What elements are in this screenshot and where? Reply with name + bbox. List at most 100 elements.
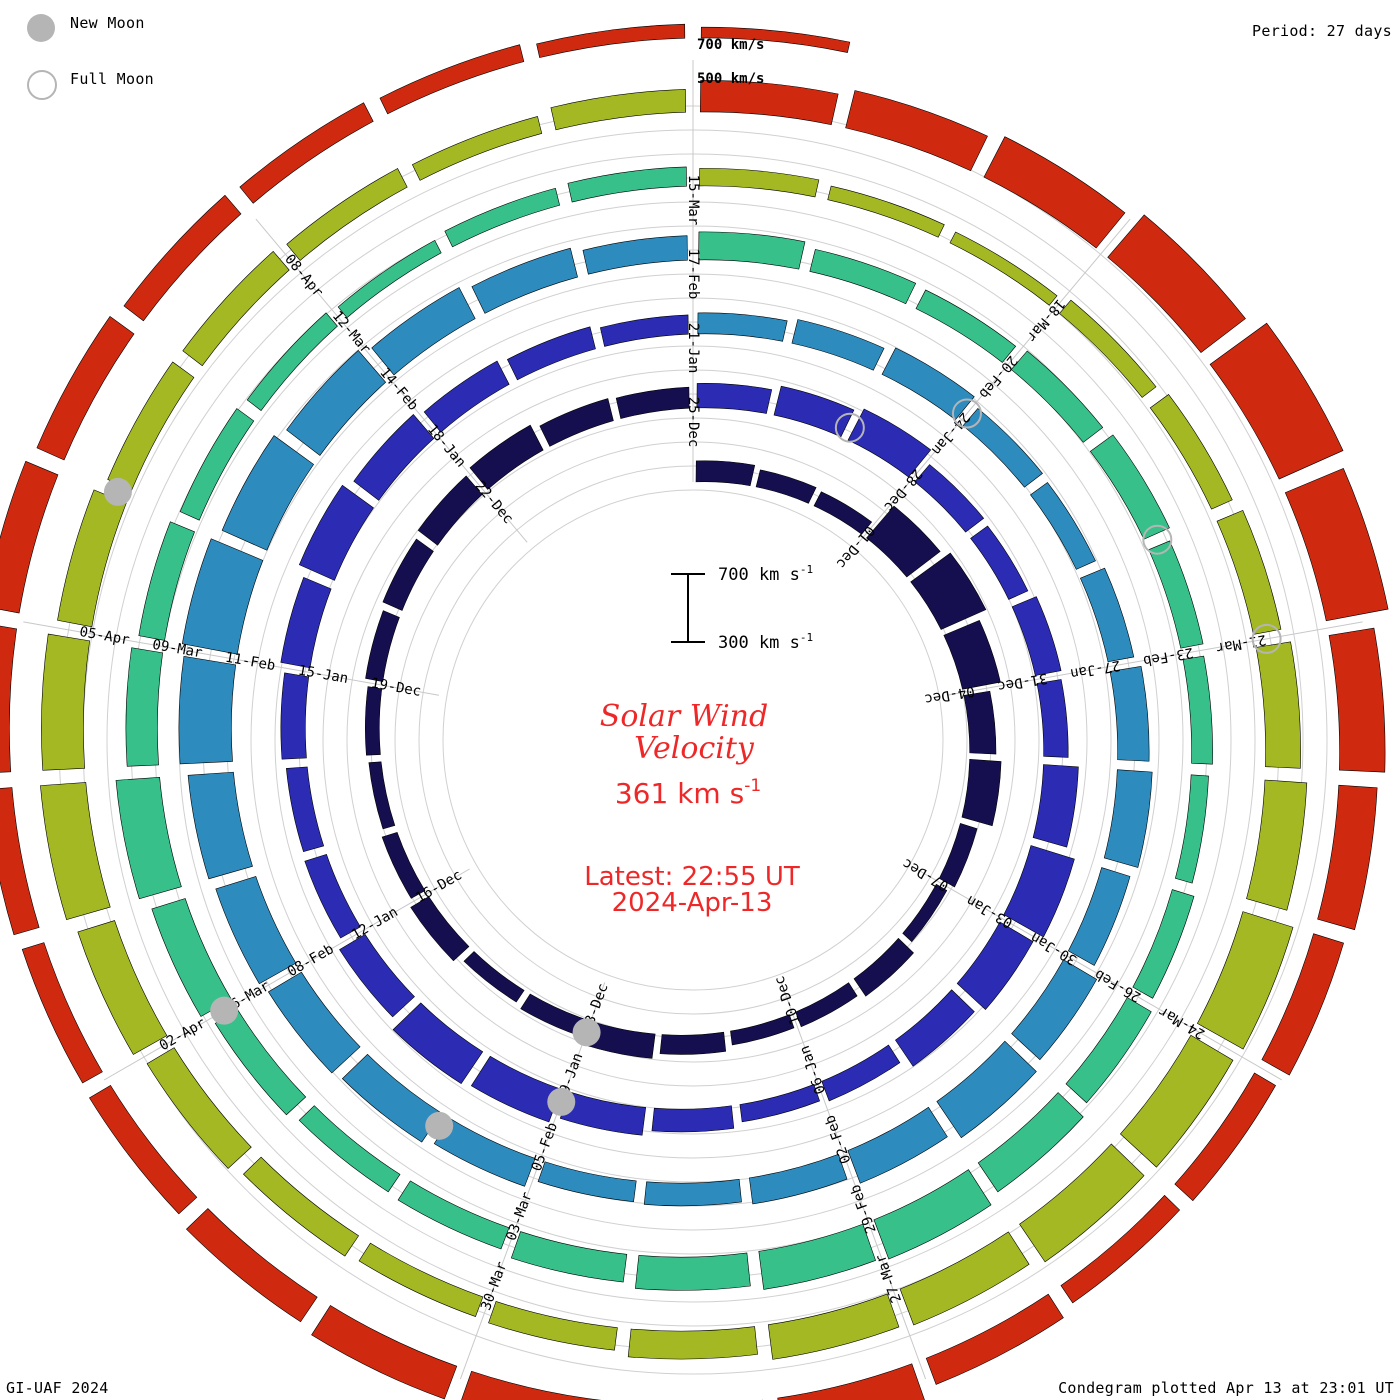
- velocity-bar: [758, 1223, 876, 1290]
- velocity-bar: [1011, 596, 1062, 676]
- velocity-bar: [286, 349, 387, 456]
- velocity-bar: [895, 989, 975, 1067]
- velocity-bar: [755, 469, 817, 504]
- velocity-bar: [925, 1293, 1064, 1385]
- date-label: 24-Jan: [928, 409, 973, 458]
- velocity-bar: [697, 312, 788, 342]
- scale-bar-top-exp: -1: [800, 563, 813, 576]
- velocity-bar: [353, 414, 435, 501]
- credit-label: GI-UAF 2024: [6, 1379, 109, 1397]
- velocity-bar: [215, 876, 297, 985]
- velocity-bar: [1255, 641, 1301, 769]
- velocity-bar: [0, 460, 59, 614]
- new-moon-marker: [425, 1111, 454, 1140]
- velocity-bar: [1067, 867, 1131, 966]
- scale-bar: [671, 573, 705, 643]
- velocity-bar: [730, 1014, 795, 1046]
- date-label: 14-Feb: [376, 365, 421, 414]
- latest-time: Latest: 22:55 UT: [584, 862, 800, 892]
- velocity-bar: [749, 1153, 848, 1205]
- new-moon-marker: [210, 996, 239, 1025]
- velocity-bar: [767, 1293, 900, 1360]
- velocity-bar: [1174, 774, 1209, 884]
- velocity-bar: [125, 647, 164, 767]
- velocity-bar: [280, 672, 310, 760]
- velocity-bar: [938, 823, 978, 888]
- grid-spoke: [459, 982, 606, 1380]
- velocity-bar: [1317, 784, 1378, 931]
- velocity-bar: [36, 315, 135, 461]
- scale-top-label: 700 km/s: [697, 37, 764, 53]
- velocity-bar: [423, 360, 510, 433]
- velocity-bar: [1246, 779, 1308, 911]
- velocity-bar: [364, 686, 383, 756]
- date-label: 21-Jan: [685, 323, 701, 374]
- velocity-bar: [1149, 394, 1233, 510]
- velocity-bar: [700, 80, 839, 126]
- velocity-bar: [0, 787, 40, 936]
- grid-spoke: [103, 868, 470, 1081]
- velocity-bar: [1011, 959, 1098, 1061]
- velocity-bar: [392, 1002, 484, 1085]
- moons-layer: [103, 398, 1282, 1140]
- velocity-bar: [651, 1105, 735, 1133]
- velocity-bar: [1284, 467, 1389, 622]
- velocity-bar: [970, 525, 1029, 600]
- grid-spoke: [946, 621, 1363, 696]
- velocity-bar: [847, 408, 932, 478]
- velocity-bar: [311, 1305, 458, 1400]
- velocity-bar: [186, 1208, 318, 1323]
- date-label: 08-Apr: [281, 251, 326, 300]
- velocity-bar: [700, 26, 851, 53]
- svg-text:700 km s-1: 700 km s-1: [718, 563, 813, 585]
- date-label: 12-Mar: [329, 308, 374, 357]
- velocity-bar: [949, 231, 1058, 306]
- velocity-bar: [382, 538, 434, 611]
- grid-spoke: [23, 621, 440, 696]
- velocity-bar: [115, 776, 182, 900]
- velocity-bar: [1030, 482, 1096, 570]
- velocity-bar: [123, 194, 242, 322]
- velocity-bar: [809, 249, 917, 305]
- velocity-bar: [410, 896, 470, 962]
- velocity-bar: [536, 23, 686, 58]
- svg-text:361 km s-1: 361 km s-1: [615, 776, 761, 810]
- full-moon-swatch: [27, 70, 57, 100]
- velocity-bar: [983, 136, 1126, 249]
- velocity-bar: [627, 1326, 758, 1360]
- velocity-bar: [914, 464, 985, 533]
- velocity-bar: [813, 491, 873, 535]
- velocity-bar: [962, 408, 1043, 488]
- velocity-bar: [1182, 655, 1213, 765]
- velocity-bar: [910, 552, 987, 630]
- velocity-bar: [847, 1106, 948, 1184]
- new-moon-marker: [572, 1018, 601, 1047]
- velocity-bar: [1065, 997, 1152, 1104]
- velocity-bar: [559, 1091, 647, 1136]
- velocity-bar: [89, 1084, 198, 1215]
- chart-title-line2: Velocity: [634, 731, 755, 766]
- velocity-bar: [379, 44, 525, 115]
- velocity-bar: [821, 1044, 901, 1102]
- velocity-bar: [181, 538, 264, 655]
- velocity-bar: [337, 239, 442, 319]
- scale-bar-top-label: 700 km s: [718, 565, 800, 585]
- velocity-bar: [214, 1009, 307, 1116]
- full-moon-label: Full Moon: [70, 70, 154, 88]
- velocity-bar: [298, 484, 374, 581]
- velocity-bar: [739, 1084, 821, 1123]
- velocity-bar: [433, 1118, 536, 1187]
- velocity-bar: [286, 168, 408, 261]
- velocity-bar: [444, 187, 561, 248]
- velocity-bar: [182, 250, 290, 367]
- date-label: 10-Dec: [772, 974, 804, 1027]
- bars-layer: [0, 23, 1389, 1400]
- velocity-bar: [107, 361, 195, 491]
- velocity-bar: [510, 1231, 628, 1283]
- velocity-bar: [57, 489, 127, 628]
- velocity-bar: [1119, 1034, 1234, 1168]
- velocity-bar: [936, 1040, 1037, 1139]
- velocity-bar: [582, 235, 688, 275]
- velocity-bar: [699, 168, 820, 198]
